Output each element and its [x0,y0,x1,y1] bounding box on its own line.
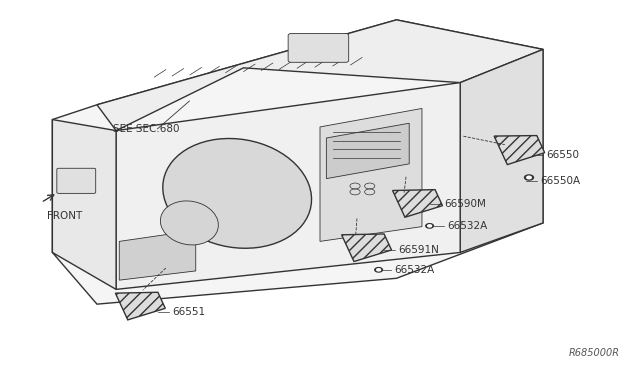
Polygon shape [52,119,116,289]
Polygon shape [392,190,442,217]
Polygon shape [97,20,543,131]
Circle shape [527,176,531,179]
Text: 66532A: 66532A [447,221,488,231]
FancyBboxPatch shape [288,33,349,62]
Polygon shape [326,123,409,179]
Text: 66550: 66550 [546,150,579,160]
Text: FRONT: FRONT [47,211,83,221]
Polygon shape [115,292,165,320]
Circle shape [428,225,431,227]
Polygon shape [320,109,422,241]
Text: SEE SEC.680: SEE SEC.680 [113,124,179,134]
Circle shape [525,175,534,180]
Text: 66551: 66551 [172,307,205,317]
Text: 66590M: 66590M [444,199,486,209]
Polygon shape [342,234,392,262]
Ellipse shape [163,138,312,248]
Text: R685000R: R685000R [568,348,620,358]
Text: 66591N: 66591N [398,244,439,254]
Polygon shape [52,20,543,304]
FancyBboxPatch shape [57,168,96,193]
Text: 66550A: 66550A [540,176,580,186]
Polygon shape [119,230,196,280]
Polygon shape [116,83,460,289]
Circle shape [377,269,381,271]
Ellipse shape [161,201,218,245]
Polygon shape [494,135,545,164]
Polygon shape [460,49,543,253]
Text: 66532A: 66532A [394,265,435,275]
Circle shape [375,267,383,272]
Circle shape [426,224,433,228]
